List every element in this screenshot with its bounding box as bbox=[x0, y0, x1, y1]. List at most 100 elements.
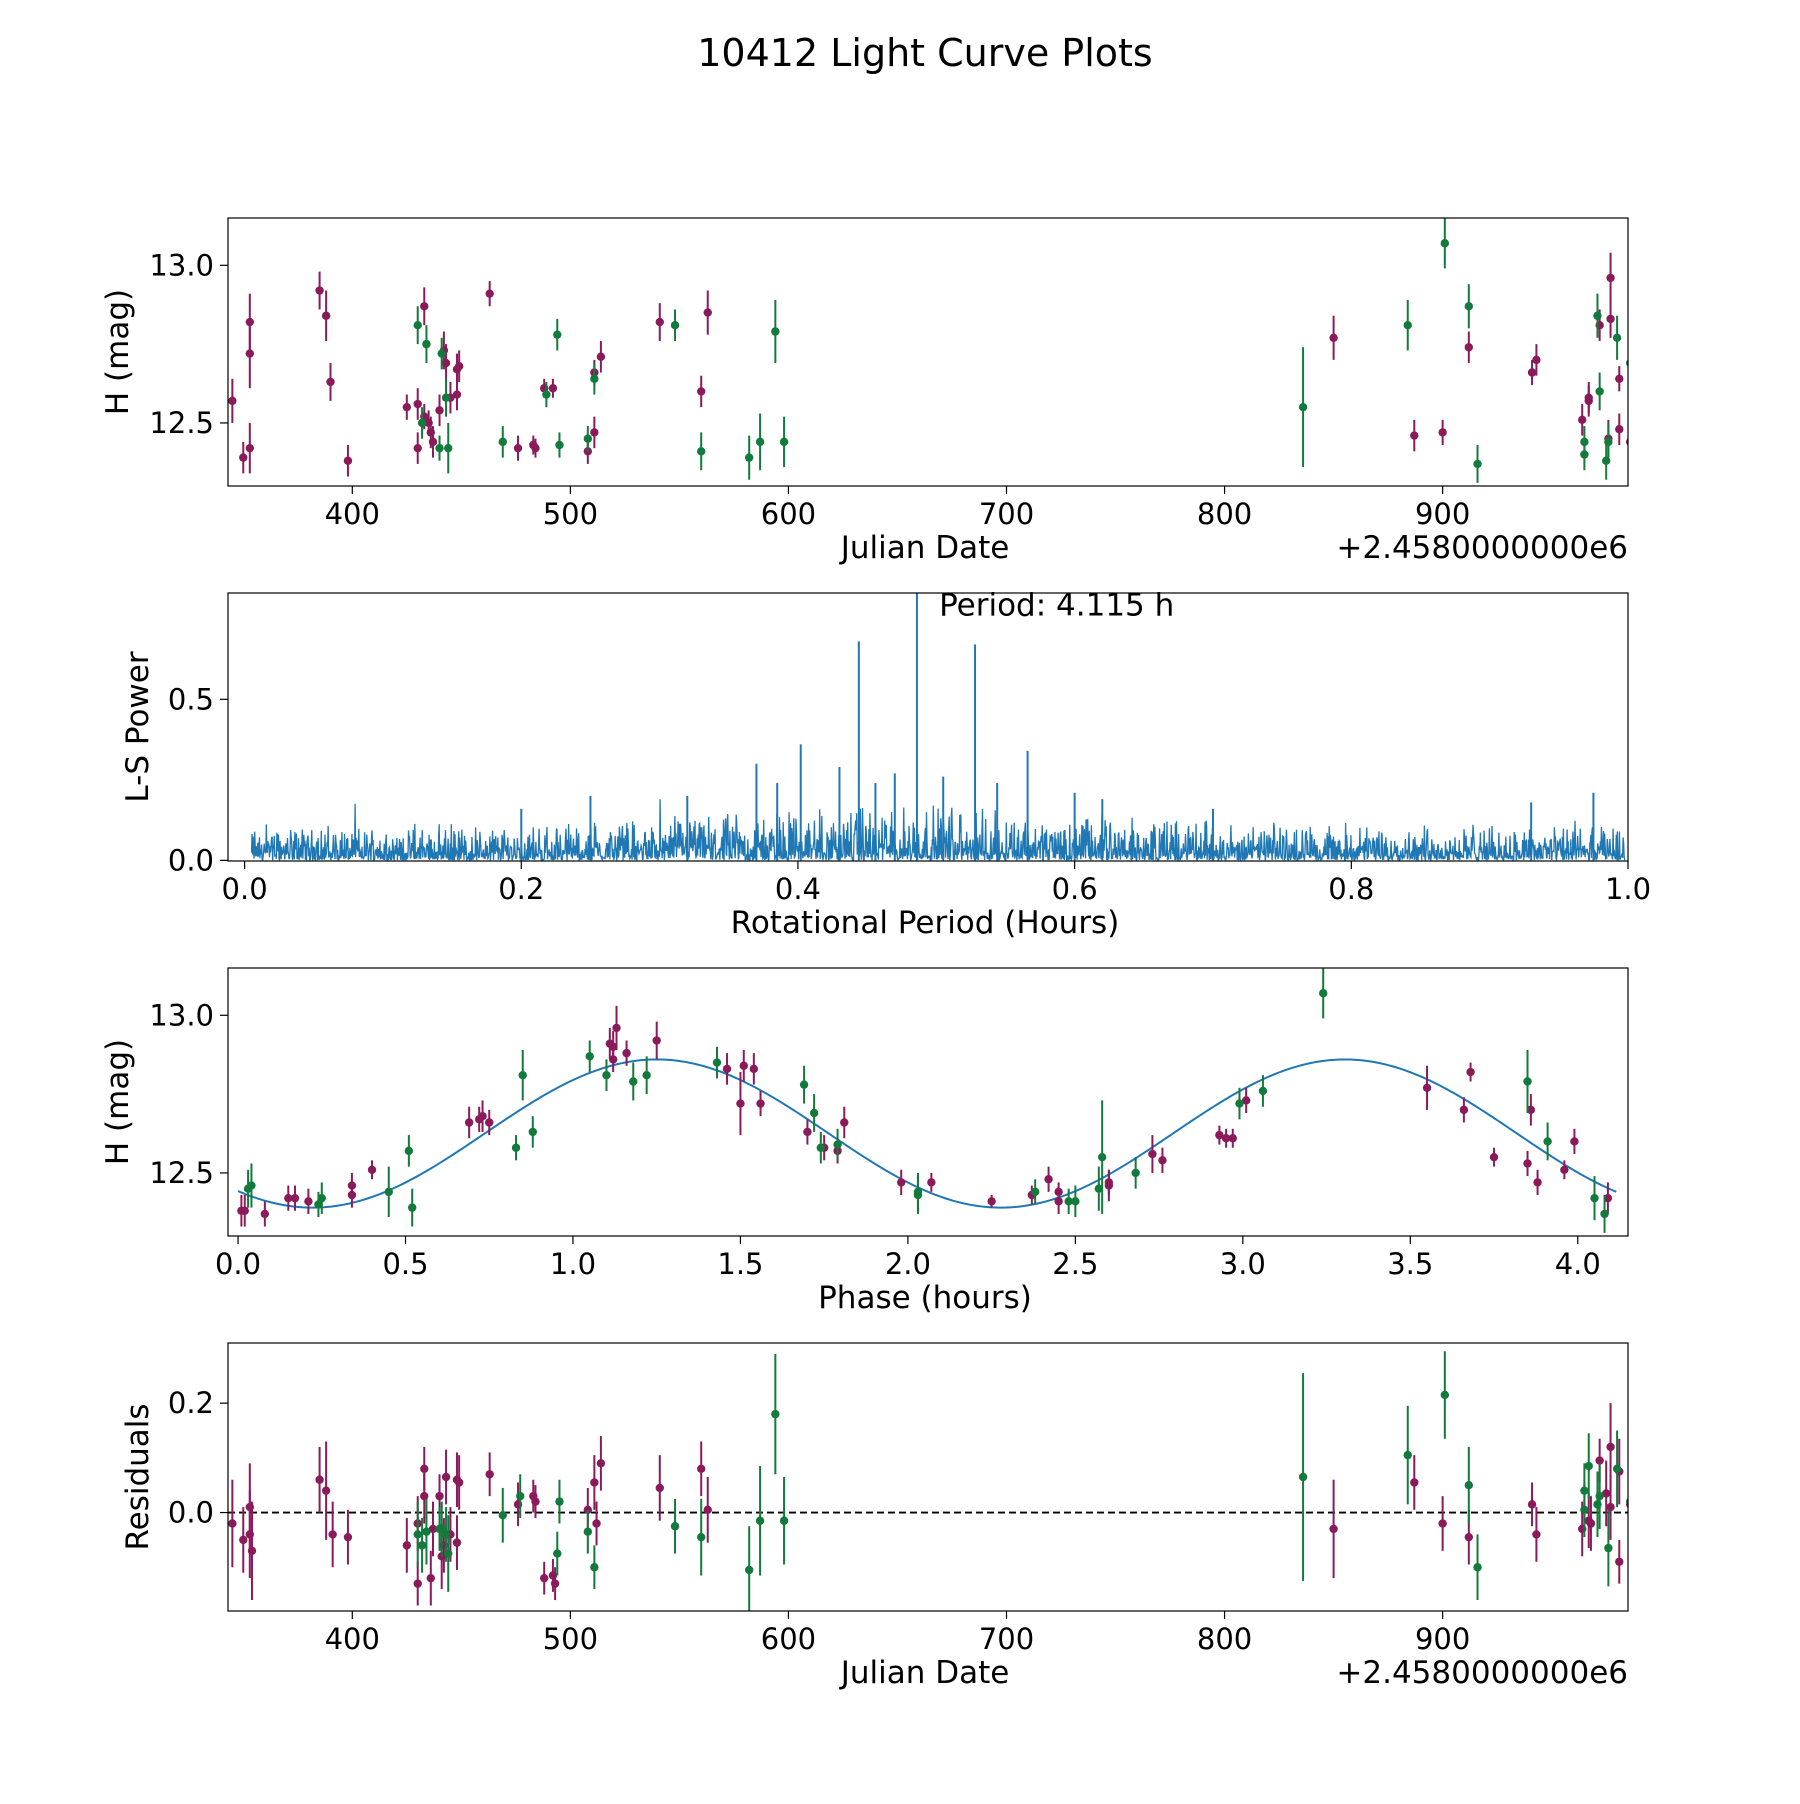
phased-point bbox=[1603, 1193, 1613, 1203]
phased-ytick-label: 12.5 bbox=[149, 1156, 214, 1190]
residuals-point bbox=[1595, 1456, 1604, 1465]
lightcurve-point bbox=[435, 406, 444, 415]
phased-point bbox=[1131, 1168, 1140, 1178]
periodogram-ticks: 0.0 0.2 0.4 0.6 0.8 1.0 0.0 0.5 bbox=[168, 682, 1651, 906]
phased-ytick-label: 13.0 bbox=[149, 998, 214, 1032]
residuals-point bbox=[697, 1464, 706, 1473]
phased-point bbox=[1044, 1175, 1053, 1184]
periodogram-axes-frame bbox=[227, 592, 1629, 862]
residuals-point bbox=[1606, 1502, 1615, 1512]
lightcurve-point bbox=[1464, 343, 1474, 352]
phased-point bbox=[602, 1071, 611, 1080]
residuals-point bbox=[498, 1511, 507, 1520]
phased-point bbox=[1570, 1137, 1579, 1146]
residuals-xtick-label: 700 bbox=[979, 1622, 1034, 1656]
residuals-ytick-label: 0.0 bbox=[168, 1496, 214, 1530]
phased-point bbox=[304, 1197, 313, 1206]
lightcurve-point bbox=[1527, 368, 1537, 377]
phased-point bbox=[642, 1071, 651, 1080]
lightcurve-point bbox=[1615, 374, 1624, 383]
lightcurve-point bbox=[1329, 333, 1338, 343]
lightcurve-point bbox=[420, 302, 429, 311]
residuals-point bbox=[1329, 1524, 1338, 1534]
phased-point bbox=[1094, 1184, 1104, 1193]
lightcurve-point bbox=[555, 440, 564, 450]
residuals-point bbox=[1410, 1478, 1419, 1487]
phased-point bbox=[739, 1061, 748, 1070]
phased-point bbox=[1148, 1149, 1157, 1159]
phased-point bbox=[528, 1127, 537, 1137]
phased-point bbox=[622, 1048, 631, 1058]
phased-point bbox=[247, 1181, 256, 1190]
phased-point bbox=[913, 1190, 923, 1200]
residuals-point bbox=[1438, 1519, 1447, 1528]
phased-marks bbox=[237, 968, 1617, 1233]
phased-point bbox=[1466, 1067, 1475, 1077]
lightcurve-panel: 400 500 600 700 800 900 12.5 13.0 Julian Date H… bbox=[100, 217, 1629, 566]
lightcurve-ylabel: H (mag) bbox=[100, 289, 136, 415]
phased-point bbox=[722, 1064, 732, 1074]
residuals-point bbox=[655, 1483, 664, 1493]
residuals-point bbox=[1586, 1519, 1596, 1528]
lightcurve-point bbox=[697, 447, 706, 456]
residuals-point bbox=[1584, 1461, 1593, 1471]
phased-point bbox=[1523, 1159, 1532, 1168]
phased-point bbox=[404, 1146, 414, 1156]
phased-point bbox=[384, 1187, 393, 1197]
residuals-point bbox=[426, 1573, 436, 1583]
residuals-point bbox=[417, 1541, 427, 1550]
lightcurve-point bbox=[1612, 333, 1622, 343]
phased-point bbox=[284, 1193, 293, 1203]
phased-point bbox=[1459, 1105, 1469, 1115]
phased-point bbox=[987, 1197, 996, 1206]
residuals-panel: 400 500 600 700 800 900 0.0 0.2 Julian Date Res… bbox=[120, 1342, 1629, 1691]
lightcurve-point bbox=[452, 390, 462, 399]
lightcurve-xtick-label: 500 bbox=[543, 497, 598, 531]
residuals-ylabel: Residuals bbox=[120, 1403, 156, 1550]
phased-panel: 0.0 0.5 1.0 1.5 2.0 2.5 3.0 3.5 4.0 12.5 13.0 Phas… bbox=[100, 967, 1629, 1316]
lightcurve-point bbox=[771, 327, 780, 336]
residuals-point bbox=[1473, 1563, 1482, 1572]
phased-point bbox=[585, 1052, 594, 1061]
phased-point bbox=[736, 1099, 745, 1108]
lightcurve-point bbox=[441, 358, 451, 368]
residuals-point bbox=[1298, 1472, 1308, 1482]
residuals-point bbox=[454, 1478, 464, 1487]
phased-ticks: 0.0 0.5 1.0 1.5 2.0 2.5 3.0 3.5 4.0 12.5 13.0 bbox=[149, 998, 1600, 1281]
residuals-point bbox=[1604, 1543, 1613, 1553]
phased-xtick-label: 4.0 bbox=[1555, 1247, 1601, 1281]
residuals-point bbox=[420, 1464, 429, 1473]
phased-point bbox=[1590, 1193, 1599, 1203]
residuals-point bbox=[428, 1524, 438, 1534]
residuals-point bbox=[531, 1497, 540, 1506]
lightcurve-point bbox=[542, 390, 551, 399]
lightcurve-point bbox=[228, 396, 237, 406]
phased-point bbox=[1030, 1187, 1040, 1197]
residuals-point bbox=[1606, 1442, 1615, 1452]
phased-point bbox=[1241, 1096, 1251, 1105]
lightcurve-point bbox=[1595, 387, 1604, 396]
lightcurve-xtick-label: 800 bbox=[1197, 497, 1252, 531]
lightcurve-point bbox=[321, 311, 331, 320]
phased-xtick-label: 0.5 bbox=[382, 1247, 428, 1281]
periodogram-panel: 0.0 0.2 0.4 0.6 0.8 1.0 0.0 0.5 Period: 4.115 h… bbox=[120, 588, 1651, 941]
periodogram-marks bbox=[250, 593, 1626, 861]
phased-point bbox=[1319, 989, 1328, 998]
lightcurve-point bbox=[1604, 437, 1613, 447]
phased-xtick-label: 3.0 bbox=[1220, 1247, 1266, 1281]
lightcurve-point bbox=[1438, 428, 1447, 437]
residuals-point bbox=[755, 1516, 765, 1525]
residuals-xtick-label: 900 bbox=[1415, 1622, 1470, 1656]
residuals-point bbox=[1580, 1505, 1589, 1515]
phased-point bbox=[367, 1165, 377, 1174]
lightcurve-point bbox=[413, 443, 422, 453]
phased-point bbox=[290, 1193, 300, 1203]
phased-axes-frame bbox=[227, 967, 1629, 1237]
residuals-point bbox=[1527, 1500, 1537, 1509]
lightcurve-point bbox=[437, 349, 446, 358]
figure-title: 10412 Light Curve Plots bbox=[697, 31, 1152, 75]
phased-point bbox=[1235, 1099, 1244, 1108]
residuals-point bbox=[771, 1409, 780, 1419]
lightcurve-point bbox=[596, 352, 606, 361]
